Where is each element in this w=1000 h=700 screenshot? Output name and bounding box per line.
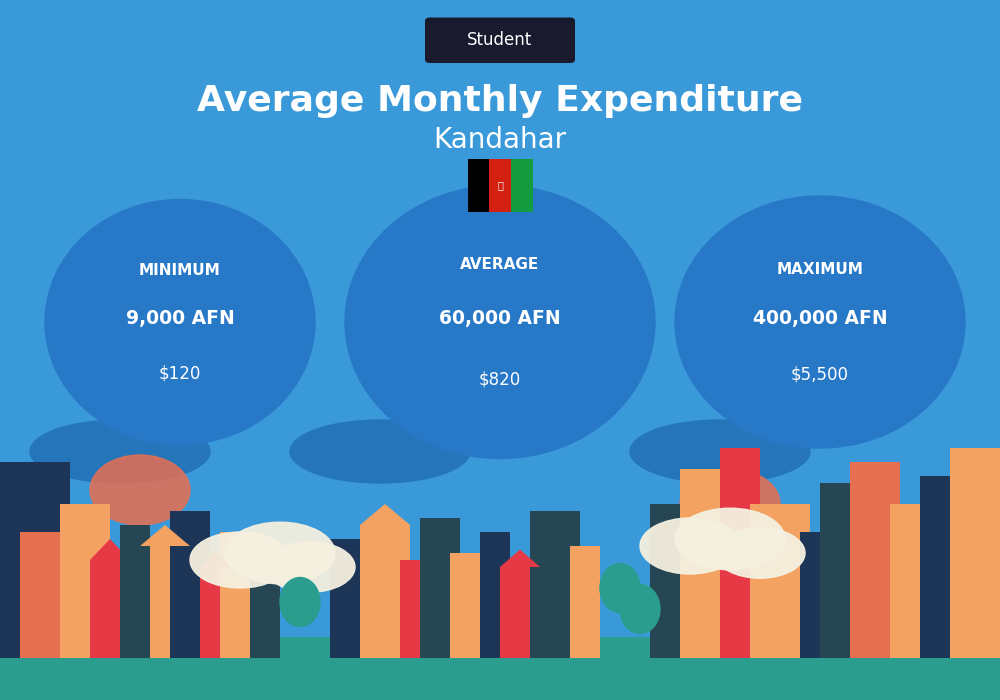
Bar [420,518,460,658]
Polygon shape [200,550,230,567]
Bar [140,546,190,658]
Bar [20,532,60,658]
Text: $120: $120 [159,365,201,382]
Ellipse shape [190,532,290,588]
Bar [60,504,110,658]
Ellipse shape [640,518,740,574]
Text: MAXIMUM: MAXIMUM [777,262,863,276]
Text: 🕌: 🕌 [497,181,503,190]
Text: $5,500: $5,500 [791,366,849,384]
Text: Student: Student [467,32,533,49]
Bar [890,504,930,658]
Ellipse shape [675,508,785,570]
FancyBboxPatch shape [425,18,575,63]
Bar [120,525,150,658]
Text: Average Monthly Expenditure: Average Monthly Expenditure [197,85,803,118]
Polygon shape [140,525,190,546]
Ellipse shape [680,469,780,539]
Bar [950,448,1000,658]
Ellipse shape [90,455,190,525]
Text: AVERAGE: AVERAGE [460,257,540,272]
Bar [720,448,760,658]
Text: 60,000 AFN: 60,000 AFN [439,309,561,328]
Bar [0,462,70,658]
Bar [0,637,1000,700]
Ellipse shape [600,564,640,612]
Bar [511,160,532,211]
Ellipse shape [30,420,210,483]
Bar [468,160,489,211]
Bar [170,511,210,658]
Bar [750,504,810,658]
Bar [650,504,690,658]
Text: MINIMUM: MINIMUM [139,263,221,278]
Bar [220,532,260,658]
Bar [360,525,410,658]
Polygon shape [90,539,130,560]
Polygon shape [500,550,540,567]
Text: Kandahar: Kandahar [433,126,567,154]
Bar [570,546,600,658]
Ellipse shape [675,196,965,448]
Polygon shape [360,504,410,525]
Bar [820,483,850,658]
Bar [400,560,430,658]
Ellipse shape [630,420,810,483]
Bar [800,532,840,658]
Bar [920,476,970,658]
Ellipse shape [620,584,660,634]
Ellipse shape [715,528,805,578]
Bar [250,553,280,658]
Ellipse shape [280,578,320,626]
Text: $820: $820 [479,370,521,388]
Bar [200,567,230,658]
Text: 9,000 AFN: 9,000 AFN [126,309,234,328]
Ellipse shape [290,420,470,483]
Ellipse shape [45,199,315,444]
Bar [90,560,130,658]
Bar [330,539,370,658]
Ellipse shape [225,522,335,584]
Ellipse shape [345,186,655,458]
Bar [500,567,540,658]
Bar [489,160,511,211]
Text: 400,000 AFN: 400,000 AFN [753,309,887,328]
Bar [850,462,900,658]
Bar [480,532,510,658]
Bar [450,553,490,658]
Bar [680,469,730,658]
Ellipse shape [265,542,355,592]
Bar [530,511,580,658]
